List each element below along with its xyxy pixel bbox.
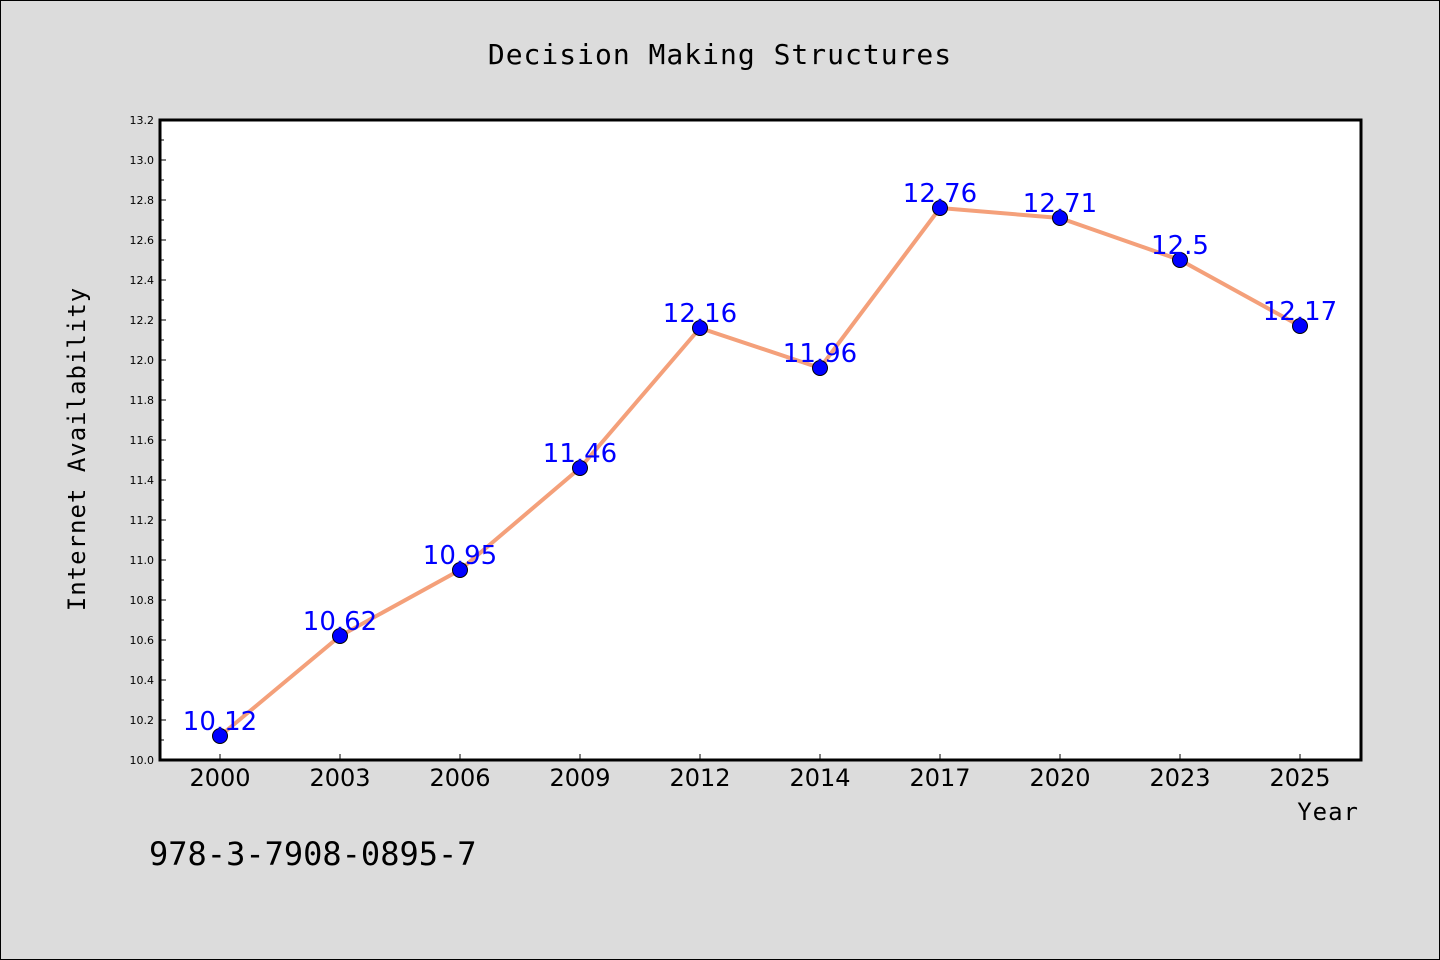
x-tick-label: 2006 (429, 764, 490, 792)
plot-area (158, 118, 1363, 762)
y-tick-label: 11.8 (130, 394, 155, 407)
y-tick-label: 11.6 (130, 434, 155, 447)
y-tick-label: 10.0 (130, 754, 155, 767)
data-point (812, 360, 828, 376)
y-tick-label: 12.6 (130, 234, 155, 247)
data-label: 12.16 (663, 299, 737, 329)
y-axis: 10.0 10.2 10.4 10.6 10.8 11.0 11.2 11.4 11.6 11.8… (130, 114, 166, 767)
y-tick-label: 11.2 (130, 514, 155, 527)
x-tick-label: 2012 (669, 764, 730, 792)
x-tick-label: 2025 (1269, 764, 1330, 792)
data-point (1052, 210, 1068, 226)
x-tick-label: 2023 (1149, 764, 1210, 792)
data-label: 12.71 (1023, 189, 1097, 219)
y-tick-label: 10.6 (130, 634, 155, 647)
x-tick-label: 2003 (309, 764, 370, 792)
x-axis-label: Year (1297, 798, 1359, 826)
data-point (1172, 252, 1188, 268)
y-axis-label: Internet Availability (63, 287, 91, 611)
x-tick-label: 2014 (789, 764, 850, 792)
y-tick-label: 10.2 (130, 714, 155, 727)
data-label: 11.46 (543, 439, 617, 469)
x-tick-label: 2000 (189, 764, 250, 792)
x-tick-label: 2020 (1029, 764, 1090, 792)
footer-code: 978-3-7908-0895-7 (149, 835, 477, 873)
data-point (1292, 318, 1308, 334)
data-label: 10.12 (183, 707, 257, 737)
y-tick-label: 12.0 (130, 354, 155, 367)
y-tick-label: 13.0 (130, 154, 155, 167)
data-point (572, 460, 588, 476)
series: 10.12 10.62 10.95 11.46 12.16 11.96 12.76 12.71… (183, 179, 1337, 744)
x-tick-label: 2017 (909, 764, 970, 792)
data-point (692, 320, 708, 336)
data-label: 11.96 (783, 339, 857, 369)
data-label: 10.95 (423, 541, 497, 571)
data-point (932, 200, 948, 216)
data-label: 12.17 (1263, 297, 1337, 327)
y-tick-label: 11.4 (130, 474, 155, 487)
y-tick-label: 12.8 (130, 194, 155, 207)
x-tick-label: 2009 (549, 764, 610, 792)
x-axis: 2000 2003 2006 2009 2012 2014 2017 2020 2023 2025 (189, 754, 1331, 792)
data-label: 10.62 (303, 607, 377, 637)
y-tick-label: 12.4 (130, 274, 155, 287)
data-label: 12.5 (1151, 231, 1209, 261)
chart-title: Decision Making Structures (488, 38, 952, 71)
data-point (452, 562, 468, 578)
y-tick-label: 10.4 (130, 674, 155, 687)
y-tick-label: 13.2 (130, 114, 155, 127)
data-point (332, 628, 348, 644)
y-tick-label: 11.0 (130, 554, 155, 567)
y-tick-label: 12.2 (130, 314, 155, 327)
y-tick-label: 10.8 (130, 594, 155, 607)
data-label: 12.76 (903, 179, 977, 209)
series-line (218, 206, 1301, 738)
data-point (212, 728, 228, 744)
